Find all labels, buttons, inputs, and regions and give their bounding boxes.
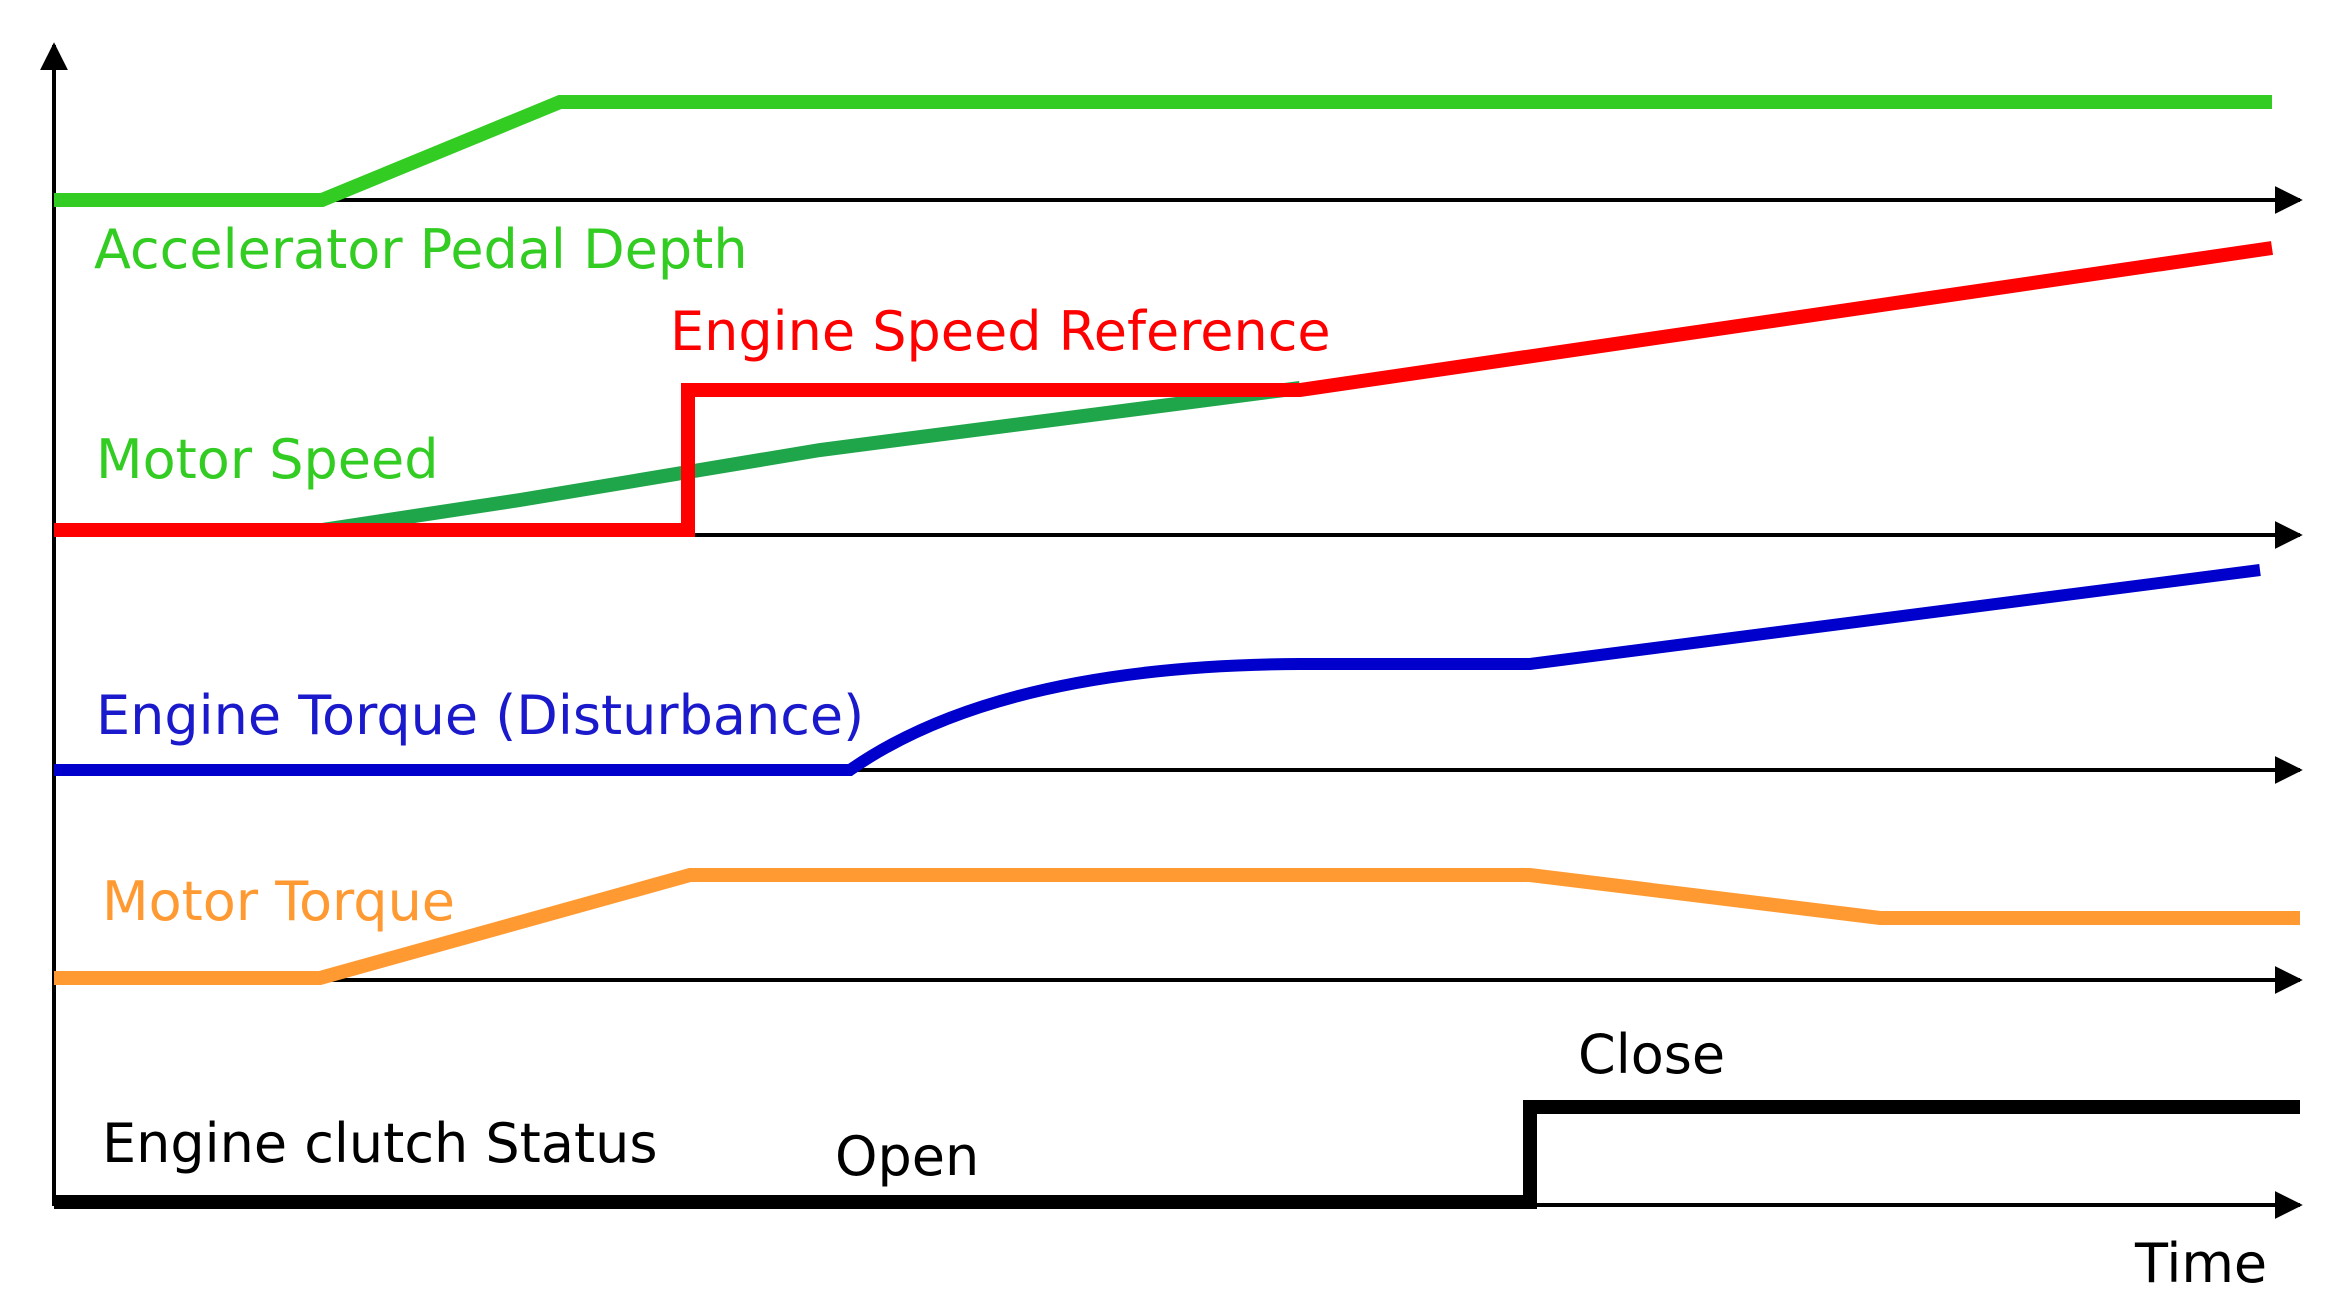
engine-torque-line [54,564,2261,776]
clutch-close-label: Close [1578,1023,1725,1086]
clutch-status-line [54,1100,2300,1209]
motor-torque-line [54,868,2300,985]
engine-speed-reference-label: Engine Speed Reference [670,300,1331,363]
accelerator-pedal-line [54,95,2272,207]
engine-torque-label: Engine Torque (Disturbance) [96,684,864,747]
clutch-open-label: Open [835,1125,979,1188]
clutch-status-label: Engine clutch Status [102,1112,657,1175]
engine-speed-reference-line [54,241,2274,537]
motor-torque-label: Motor Torque [102,870,455,933]
motor-speed-label: Motor Speed [96,428,438,491]
accelerator-label: Accelerator Pedal Depth [94,218,748,281]
time-axis-label: Time [2134,1232,2267,1295]
motor-speed-line [320,381,1301,537]
